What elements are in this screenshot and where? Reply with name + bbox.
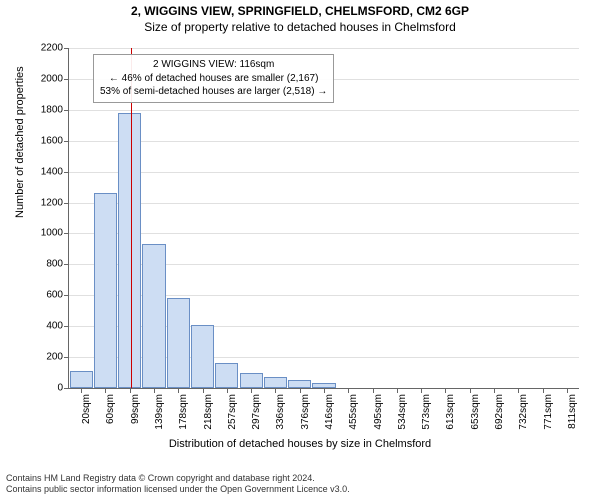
xtick-label: 534sqm: [397, 394, 408, 430]
xtick-mark: [203, 388, 204, 393]
gridline: [69, 172, 579, 173]
histogram-bar: [191, 325, 214, 388]
ytick-label: 400: [46, 321, 69, 332]
xtick-mark: [518, 388, 519, 393]
plot-area: 0200400600800100012001400160018002000220…: [68, 48, 579, 389]
gridline: [69, 110, 579, 111]
xtick-label: 811sqm: [567, 394, 578, 429]
xtick-mark: [421, 388, 422, 393]
xtick-mark: [227, 388, 228, 393]
y-axis-label: Number of detached properties: [14, 66, 26, 218]
xtick-label: 613sqm: [445, 394, 456, 430]
title-address: 2, WIGGINS VIEW, SPRINGFIELD, CHELMSFORD…: [0, 0, 600, 18]
xtick-mark: [178, 388, 179, 393]
ytick-label: 1000: [41, 228, 69, 239]
ytick-label: 600: [46, 290, 69, 301]
xtick-mark: [348, 388, 349, 393]
xtick-label: 139sqm: [154, 394, 165, 430]
xtick-mark: [300, 388, 301, 393]
gridline: [69, 203, 579, 204]
gridline: [69, 141, 579, 142]
footer: Contains HM Land Registry data © Crown c…: [6, 473, 350, 496]
xtick-label: 297sqm: [251, 394, 262, 430]
ytick-label: 1600: [41, 135, 69, 146]
xtick-label: 416sqm: [324, 394, 335, 430]
xtick-label: 178sqm: [178, 394, 189, 430]
xtick-label: 732sqm: [518, 394, 529, 430]
histogram-bar: [240, 373, 263, 388]
ytick-label: 200: [46, 352, 69, 363]
xtick-mark: [445, 388, 446, 393]
ytick-label: 2000: [41, 73, 69, 84]
xtick-label: 60sqm: [105, 394, 116, 424]
xtick-mark: [494, 388, 495, 393]
histogram-bar: [70, 371, 93, 388]
xtick-mark: [470, 388, 471, 393]
histogram-bar: [288, 380, 311, 389]
xtick-label: 495sqm: [373, 394, 384, 430]
xtick-label: 573sqm: [421, 394, 432, 430]
ytick-label: 0: [57, 383, 69, 394]
chart-container: 2, WIGGINS VIEW, SPRINGFIELD, CHELMSFORD…: [0, 0, 600, 500]
xtick-mark: [251, 388, 252, 393]
x-axis-label: Distribution of detached houses by size …: [0, 438, 600, 450]
annotation-line3: 53% of semi-detached houses are larger (…: [100, 85, 327, 99]
histogram-bar: [142, 244, 165, 388]
histogram-bar: [264, 377, 287, 388]
xtick-label: 692sqm: [494, 394, 505, 430]
xtick-label: 771sqm: [543, 394, 554, 430]
xtick-mark: [154, 388, 155, 393]
annotation-line1: 2 WIGGINS VIEW: 116sqm: [100, 58, 327, 72]
xtick-label: 336sqm: [275, 394, 286, 430]
ytick-label: 2200: [41, 43, 69, 54]
ytick-label: 800: [46, 259, 69, 270]
xtick-label: 20sqm: [81, 394, 92, 424]
xtick-label: 653sqm: [470, 394, 481, 430]
xtick-label: 99sqm: [130, 394, 141, 424]
footer-line1: Contains HM Land Registry data © Crown c…: [6, 473, 350, 485]
xtick-label: 257sqm: [227, 394, 238, 430]
ytick-label: 1200: [41, 197, 69, 208]
gridline: [69, 233, 579, 234]
title-subtitle: Size of property relative to detached ho…: [0, 18, 600, 34]
xtick-mark: [373, 388, 374, 393]
histogram-bar: [167, 298, 190, 388]
gridline: [69, 48, 579, 49]
annotation-box: 2 WIGGINS VIEW: 116sqm ← 46% of detached…: [93, 54, 334, 103]
xtick-label: 376sqm: [300, 394, 311, 430]
annotation-line2: ← 46% of detached houses are smaller (2,…: [100, 72, 327, 86]
histogram-bar: [94, 193, 117, 388]
footer-line2: Contains public sector information licen…: [6, 484, 350, 496]
xtick-mark: [324, 388, 325, 393]
ytick-label: 1400: [41, 166, 69, 177]
xtick-mark: [543, 388, 544, 393]
xtick-mark: [105, 388, 106, 393]
histogram-bar: [118, 113, 141, 388]
ytick-label: 1800: [41, 104, 69, 115]
xtick-mark: [275, 388, 276, 393]
xtick-mark: [567, 388, 568, 393]
xtick-mark: [130, 388, 131, 393]
xtick-mark: [81, 388, 82, 393]
xtick-label: 218sqm: [203, 394, 214, 430]
histogram-bar: [215, 363, 238, 388]
xtick-mark: [397, 388, 398, 393]
xtick-label: 455sqm: [348, 394, 359, 430]
